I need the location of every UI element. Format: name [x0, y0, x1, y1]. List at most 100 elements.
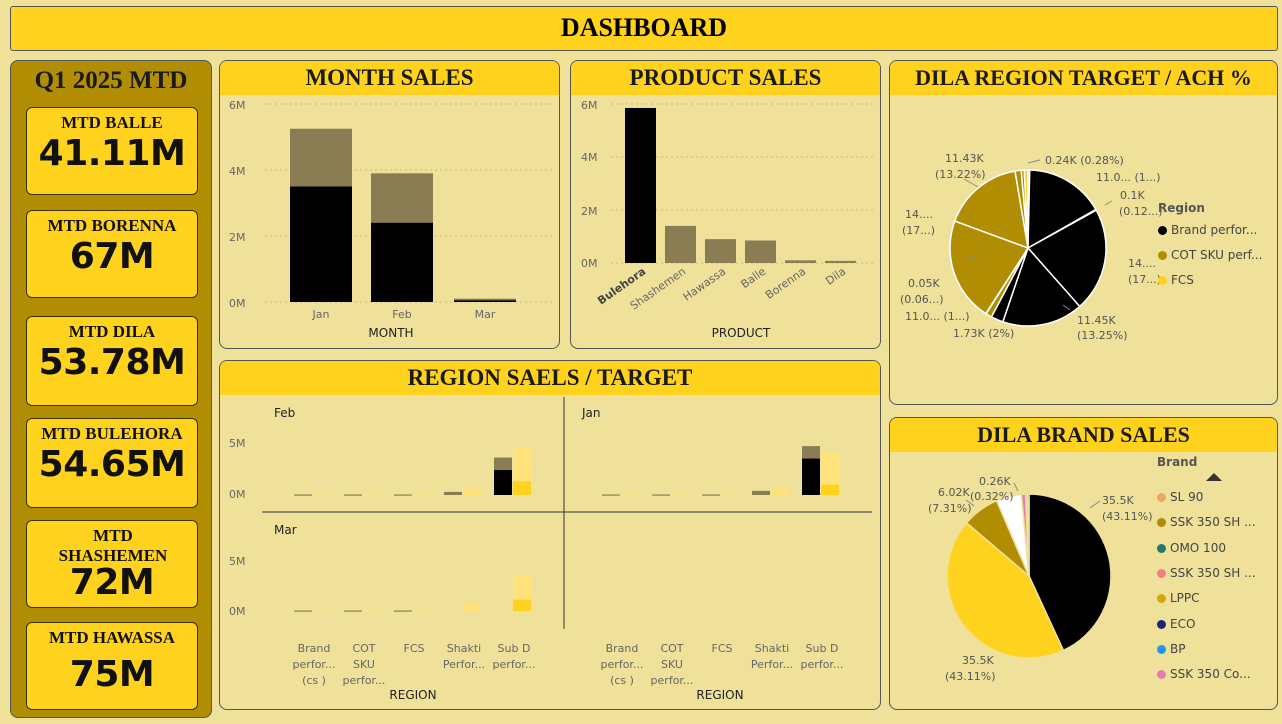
dila-brand-pie: 35.5K (43.11%) 35.5K (43.11%) 6.02K (7.3… [928, 475, 1153, 683]
legend-label: COT SKU perf... [1171, 248, 1263, 262]
bar-value[interactable] [705, 239, 736, 263]
y-tick: 6M [229, 99, 246, 112]
pie-slice[interactable] [1026, 209, 1107, 308]
pie-slice[interactable] [1026, 493, 1030, 577]
legend-item[interactable]: SSK 350 SH ... [1157, 566, 1256, 580]
bar-value[interactable] [745, 240, 776, 263]
pie-slice[interactable] [946, 521, 1065, 659]
legend-item[interactable]: SL 90 [1157, 490, 1203, 504]
pie-slice[interactable] [1023, 169, 1029, 249]
kpi-label: MTD SHASHEMEN [58, 526, 168, 565]
sales-bar[interactable] [394, 610, 412, 612]
legend-dot [1157, 670, 1166, 680]
y-tick: 4M [229, 165, 246, 178]
slice-label: (0.32%) [970, 490, 1014, 503]
kpi-panel: Q1 2025 MTD MTD BALLE 41.11M MTD BORENNA… [10, 60, 212, 718]
kpi-heading: Q1 2025 MTD [34, 67, 188, 94]
bar-value[interactable] [290, 186, 352, 303]
slice-label: 11.0... (1...) [905, 310, 970, 323]
kpi-value: 75M [69, 654, 155, 695]
x-tick: Dila [823, 265, 848, 288]
dila-brand-title: DILA BRAND SALES [890, 418, 1277, 452]
target-bar-inner[interactable] [821, 484, 839, 495]
target-bar[interactable] [721, 494, 739, 496]
kpi-value: 72M [69, 562, 155, 603]
sales-bar[interactable] [344, 494, 362, 496]
target-bar[interactable] [821, 452, 839, 495]
dila-region-panel: DILA REGION TARGET / ACH % 0.24K (0.28%)… [889, 60, 1278, 405]
target-bar[interactable] [313, 494, 331, 496]
target-bar[interactable] [363, 610, 381, 612]
dila-region-pie: 0.24K (0.28%) 11.0... (1...) 0.1K (0.12.… [900, 152, 1163, 342]
sales-bar[interactable] [444, 491, 462, 495]
target-bar[interactable] [413, 494, 431, 496]
legend-dot [1158, 251, 1167, 260]
bar-value[interactable] [371, 222, 433, 302]
legend-item[interactable]: BP [1157, 642, 1185, 656]
legend-item[interactable]: SSK 350 SH ... [1157, 515, 1256, 529]
legend-title: Brand [1157, 455, 1198, 469]
target-bar[interactable] [413, 610, 431, 612]
target-bar-inner[interactable] [513, 481, 531, 495]
legend-item[interactable]: Brand perfor... [1158, 223, 1257, 237]
bar-value[interactable] [785, 260, 816, 263]
pie-slice[interactable] [953, 170, 1029, 250]
legend-item[interactable]: FCS [1158, 273, 1194, 287]
kpi-card-balle[interactable]: MTD BALLE 41.11M [26, 107, 198, 195]
y-tick: 4M [581, 151, 598, 164]
kpi-card-shashemen[interactable]: MTD SHASHEMEN 72M [26, 520, 198, 608]
kpi-card-dila[interactable]: MTD DILA 53.78M [26, 316, 198, 406]
pie-slice[interactable] [1027, 169, 1097, 250]
bar-value[interactable] [665, 225, 696, 263]
target-bar[interactable] [621, 494, 639, 496]
legend-item[interactable]: OMO 100 [1157, 541, 1226, 555]
kpi-card-hawassa[interactable]: MTD HAWASSA 75M [26, 622, 198, 710]
target-bar[interactable] [671, 494, 689, 496]
target-bar[interactable] [313, 610, 331, 612]
x-tick: perfor... [343, 674, 386, 687]
legend-item[interactable]: ECO [1157, 617, 1195, 631]
x-axis-title: REGION [696, 688, 743, 702]
bar-value[interactable] [825, 260, 856, 263]
kpi-value: 53.78M [38, 342, 186, 383]
target-bar[interactable] [463, 602, 481, 611]
sales-bar[interactable] [602, 494, 620, 496]
slice-label: 14.... [905, 208, 933, 221]
sales-bar[interactable] [652, 494, 670, 496]
region-target-title: REGION SAELS / TARGET [220, 361, 880, 395]
x-tick: Shakti [755, 642, 789, 655]
target-bar[interactable] [363, 494, 381, 496]
pie-slice[interactable] [949, 220, 1030, 315]
kpi-label: MTD BULEHORA [41, 424, 183, 443]
legend-dot [1157, 644, 1166, 654]
target-bar[interactable] [463, 488, 481, 495]
legend-dot [1157, 543, 1166, 553]
target-bar-inner[interactable] [513, 599, 531, 611]
sales-bar[interactable] [344, 610, 362, 612]
sales-bar-inner[interactable] [494, 470, 512, 495]
bar-value[interactable] [625, 107, 656, 263]
legend-item[interactable]: SSK 350 Co... [1157, 667, 1251, 681]
legend-item[interactable]: COT SKU perf... [1158, 248, 1262, 262]
sales-bar[interactable] [752, 490, 770, 495]
sales-bar[interactable] [394, 494, 412, 496]
x-axis-title: REGION [389, 688, 436, 702]
pie-slice[interactable] [1028, 493, 1112, 652]
bar-value[interactable] [454, 300, 516, 302]
sort-triangle-icon[interactable] [1206, 473, 1222, 481]
kpi-label: MTD HAWASSA [48, 628, 176, 647]
x-tick: Balle [739, 265, 769, 291]
kpi-card-borenna[interactable]: MTD BORENNA 67M [26, 210, 198, 298]
month-sales-panel: MONTH SALES 6M 4M 2M 0M Jan Feb Mar MONTH [219, 60, 560, 349]
kpi-card-bulehora[interactable]: MTD BULEHORA 54.65M [26, 418, 198, 508]
sales-bar[interactable] [294, 494, 312, 496]
sales-bar[interactable] [702, 494, 720, 496]
sales-bar[interactable] [294, 610, 312, 612]
legend-item[interactable]: LPPC [1157, 591, 1200, 605]
facet-label: Jan [581, 406, 601, 420]
x-tick: COT [352, 642, 375, 655]
target-bar[interactable] [771, 488, 789, 495]
legend-label: OMO 100 [1170, 540, 1226, 555]
slice-label: (43.11%) [945, 670, 996, 683]
sales-bar-inner[interactable] [802, 458, 820, 495]
